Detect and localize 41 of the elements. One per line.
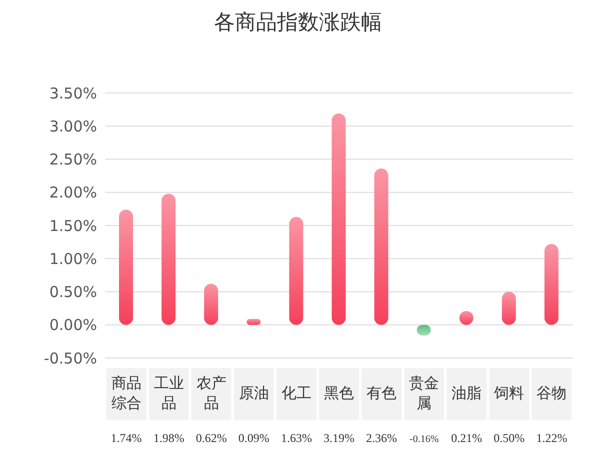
y-tick-label: 2.00% [49, 184, 97, 202]
data-label: 0.62% [196, 431, 227, 445]
x-tick-label: 原油 [238, 384, 269, 402]
x-tick-label: 工业品 [154, 374, 184, 412]
x-tick-label: 油脂 [452, 384, 482, 402]
y-tick-label: 1.50% [49, 216, 97, 235]
data-label: 1.22% [536, 431, 568, 445]
data-label: 1.98% [153, 431, 184, 445]
x-tick-label: 贵金属 [409, 374, 440, 412]
chart-title: 各商品指数涨跌幅 [213, 9, 383, 36]
y-tick-label: 1.00% [49, 250, 97, 268]
data-label: 0.09% [238, 431, 270, 445]
x-tick-label: 化工 [281, 384, 312, 402]
x-tick-label: 黑色 [324, 384, 354, 402]
bar [332, 114, 346, 325]
bar [119, 210, 133, 325]
y-tick-label: 3.00% [49, 117, 97, 136]
bar [246, 318, 261, 325]
bar [162, 194, 176, 325]
bar [502, 292, 516, 325]
data-label: 1.63% [280, 431, 312, 445]
y-tick-label: 3.50% [49, 84, 97, 102]
bar [204, 284, 218, 325]
data-label: 2.36% [366, 431, 398, 445]
data-label: 0.50% [494, 431, 525, 445]
x-tick-label: 谷物 [536, 384, 567, 402]
x-tick-label: 饲料 [493, 384, 524, 402]
data-label: -0.16% [410, 434, 439, 445]
bar [374, 168, 388, 325]
data-label: 1.74% [110, 431, 142, 445]
data-label: 0.21% [451, 431, 482, 445]
bar [289, 216, 304, 325]
x-tick-label: 有色 [366, 384, 397, 402]
y-tick-label: 0.50% [49, 283, 97, 302]
x-tick-label: 商品综合 [111, 374, 142, 412]
bar [544, 244, 558, 325]
y-tick-label: 2.50% [49, 150, 97, 169]
y-tick-label: 0.00% [49, 316, 97, 334]
x-tick-label: 农产品 [196, 374, 226, 412]
data-label: 3.19% [324, 431, 354, 445]
y-tick-label: -0.50% [44, 349, 97, 368]
